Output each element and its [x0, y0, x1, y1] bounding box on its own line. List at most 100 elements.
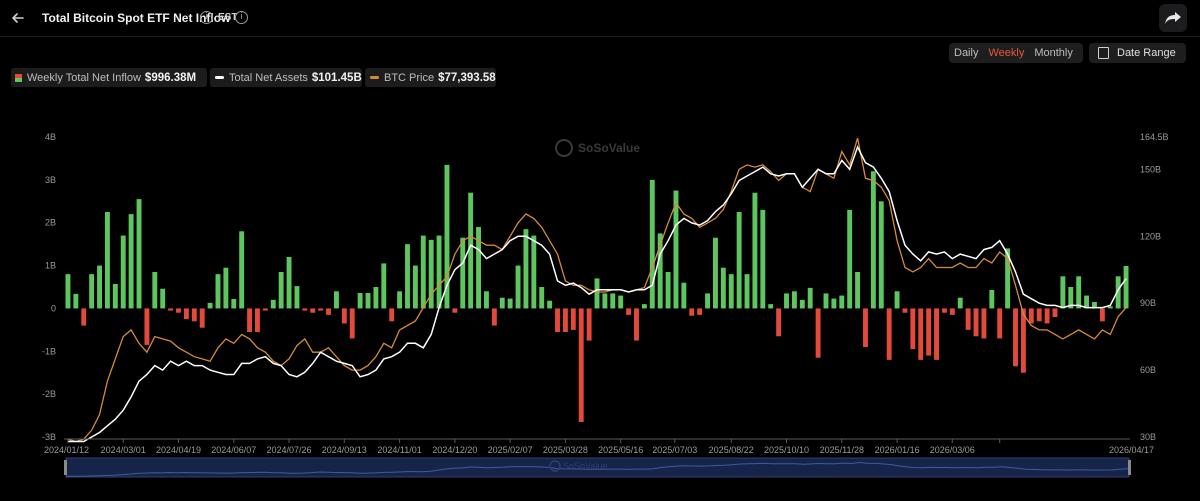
inflow-bar[interactable] — [547, 300, 553, 309]
inflow-bar[interactable] — [760, 209, 766, 309]
inflow-bar[interactable] — [112, 284, 118, 309]
inflow-bar[interactable] — [1099, 308, 1105, 322]
inflow-bar[interactable] — [183, 308, 189, 320]
inflow-bar[interactable] — [752, 192, 758, 309]
inflow-bar[interactable] — [444, 164, 450, 309]
inflow-bar[interactable] — [705, 293, 710, 309]
inflow-bar[interactable] — [452, 308, 458, 313]
legend-btc-price[interactable]: BTC Price $77,393.58 — [365, 68, 496, 87]
tab-daily[interactable]: Daily — [954, 47, 979, 59]
inflow-bar[interactable] — [476, 227, 482, 309]
inflow-bar[interactable] — [515, 265, 521, 309]
inflow-bar[interactable] — [689, 308, 695, 316]
inflow-bar[interactable] — [586, 308, 592, 341]
inflow-bar[interactable] — [799, 299, 805, 309]
inflow-bar[interactable] — [168, 308, 174, 311]
inflow-bar[interactable] — [981, 308, 987, 339]
inflow-bar[interactable] — [333, 291, 339, 309]
inflow-bar[interactable] — [807, 287, 813, 309]
inflow-bar[interactable] — [1028, 308, 1034, 324]
inflow-bar[interactable] — [531, 235, 537, 309]
inflow-bar[interactable] — [215, 274, 221, 309]
inflow-bar[interactable] — [784, 293, 789, 309]
inflow-bar[interactable] — [81, 308, 87, 326]
inflow-bar[interactable] — [997, 308, 1003, 339]
inflow-bar[interactable] — [199, 308, 205, 328]
inflow-bar[interactable] — [239, 231, 245, 309]
inflow-bar[interactable] — [191, 308, 197, 322]
inflow-bar[interactable] — [768, 304, 774, 309]
inflow-bar[interactable] — [65, 274, 71, 309]
inflow-bar[interactable] — [381, 263, 387, 309]
inflow-bar[interactable] — [855, 272, 861, 309]
inflow-bar[interactable] — [839, 295, 845, 309]
inflow-bar[interactable] — [570, 308, 576, 330]
inflow-bar[interactable] — [499, 297, 505, 309]
inflow-bar[interactable] — [326, 308, 331, 315]
inflow-bar[interactable] — [1068, 287, 1074, 309]
inflow-bar[interactable] — [104, 212, 110, 309]
inflow-bar[interactable] — [1052, 308, 1058, 317]
inflow-bar[interactable] — [468, 192, 474, 309]
inflow-bar[interactable] — [286, 257, 292, 309]
inflow-bar[interactable] — [1013, 308, 1018, 367]
inflow-bar[interactable] — [720, 267, 726, 309]
inflow-bar[interactable] — [507, 298, 513, 309]
inflow-bar[interactable] — [176, 308, 181, 313]
inflow-bar[interactable] — [1076, 276, 1082, 309]
inflow-bar[interactable] — [823, 293, 829, 309]
inflow-bar[interactable] — [223, 267, 229, 309]
inflow-bar[interactable] — [1115, 276, 1121, 309]
inflow-bar[interactable] — [626, 308, 632, 315]
inflow-bar[interactable] — [1060, 276, 1066, 309]
inflow-bar[interactable] — [523, 229, 529, 309]
inflow-bar[interactable] — [562, 308, 568, 332]
inflow-bar[interactable] — [255, 308, 260, 332]
inflow-bar[interactable] — [144, 308, 150, 345]
inflow-bar[interactable] — [310, 308, 316, 313]
inflow-bar[interactable] — [610, 293, 616, 309]
inflow-bar[interactable] — [673, 190, 679, 309]
inflow-bar[interactable] — [1084, 295, 1090, 309]
inflow-bar[interactable] — [120, 235, 126, 309]
share-button[interactable] — [1159, 4, 1187, 32]
inflow-bar[interactable] — [1123, 266, 1129, 309]
inflow-bar[interactable] — [713, 237, 718, 309]
inflow-bar[interactable] — [641, 304, 647, 309]
inflow-bar[interactable] — [231, 299, 237, 309]
inflow-bar[interactable] — [973, 308, 979, 337]
tab-weekly[interactable]: Weekly — [988, 47, 1025, 59]
inflow-bar[interactable] — [302, 308, 308, 311]
inflow-bar[interactable] — [318, 308, 324, 311]
inflow-bar[interactable] — [491, 308, 497, 326]
inflow-bar[interactable] — [594, 278, 600, 309]
inflow-bar[interactable] — [420, 235, 426, 309]
inflow-bar[interactable] — [736, 212, 742, 309]
navigator-left-handle[interactable] — [64, 460, 67, 475]
inflow-bar[interactable] — [1036, 308, 1042, 322]
inflow-bar[interactable] — [941, 308, 947, 313]
inflow-bar[interactable] — [365, 293, 371, 309]
inflow-bar[interactable] — [128, 214, 134, 309]
inflow-bar[interactable] — [634, 308, 639, 341]
inflow-bar[interactable] — [97, 265, 102, 309]
inflow-bar[interactable] — [776, 308, 782, 337]
legend-net-inflow[interactable]: Weekly Total Net Inflow $996.38M — [11, 68, 207, 87]
inflow-bar[interactable] — [926, 308, 932, 356]
back-button[interactable] — [8, 8, 28, 28]
inflow-bar[interactable] — [436, 235, 442, 309]
timezone-info-icon[interactable]: i — [235, 11, 248, 24]
inflow-bar[interactable] — [1005, 248, 1011, 309]
inflow-bar[interactable] — [136, 199, 142, 309]
inflow-bar[interactable] — [578, 308, 584, 422]
inflow-bar[interactable] — [349, 308, 355, 339]
inflow-bar[interactable] — [697, 308, 703, 315]
inflow-bar[interactable] — [160, 288, 166, 309]
inflow-bar[interactable] — [665, 272, 671, 309]
navigator-right-handle[interactable] — [1128, 460, 1131, 475]
inflow-bar[interactable] — [389, 308, 395, 322]
inflow-bar[interactable] — [878, 201, 884, 309]
info-icon[interactable]: i — [200, 11, 213, 24]
inflow-bar[interactable] — [847, 209, 853, 309]
inflow-bar[interactable] — [957, 297, 963, 309]
